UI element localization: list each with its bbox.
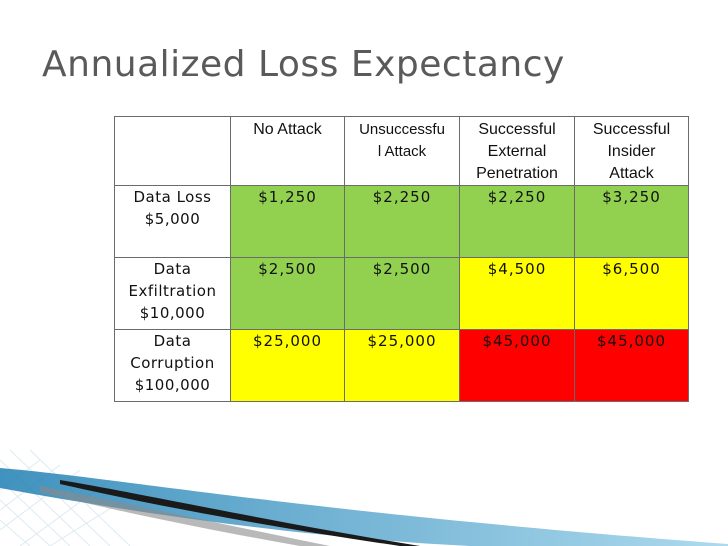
header-no-attack: No Attack [230,116,345,186]
table-row-data-corruption: Data Corruption $100,000 $25,000 $25,000… [114,329,689,402]
corner-cell [114,116,231,186]
table-cell: $1,250 [230,185,345,258]
header-row: No Attack Unsuccessfu l Attack Successfu… [114,116,689,186]
table-cell: $25,000 [230,329,345,402]
header-line: l Attack [377,143,427,160]
slide-title: Annualized Loss Expectancy [42,44,565,85]
table-cell: $2,250 [459,185,575,258]
table-cell: $4,500 [459,257,575,330]
row-label-line: $10,000 [139,304,206,322]
header-successful-insider: Successful Insider Attack [574,116,689,186]
table-cell: $25,000 [344,329,460,402]
row-label-line: Corruption [130,354,215,372]
table-cell: $3,250 [574,185,689,258]
row-label-line: $5,000 [144,210,201,228]
blue-swoosh-decoration [0,468,728,546]
header-successful-external: Successful External Penetration [459,116,575,186]
row-label-data-loss: Data Loss $5,000 [114,185,231,258]
table-row-data-loss: Data Loss $5,000 $1,250 $2,250 $2,250 $3… [114,185,689,258]
header-line: Insider [607,143,656,160]
dark-swoosh-decoration [60,480,420,546]
table-row-data-exfiltration: Data Exfiltration $10,000 $2,500 $2,500 … [114,257,689,330]
loss-expectancy-table: No Attack Unsuccessfu l Attack Successfu… [114,116,689,402]
row-label-data-exfiltration: Data Exfiltration $10,000 [114,257,231,330]
table-cell: $45,000 [459,329,575,402]
grey-swoosh-decoration [40,486,330,546]
header-no-attack-label: No Attack [253,121,322,138]
row-label-line: Data [153,260,192,278]
table-cell: $2,500 [230,257,345,330]
header-line: Attack [609,165,654,182]
table-cell: $2,500 [344,257,460,330]
row-label-line: Exfiltration [128,282,217,300]
header-line: Penetration [476,165,558,182]
row-label-line: $100,000 [134,376,211,394]
header-unsuccessful-attack: Unsuccessfu l Attack [344,116,460,186]
header-line: Successful [478,121,556,138]
table-cell: $2,250 [344,185,460,258]
table-cell: $45,000 [574,329,689,402]
row-label-line: Data [153,332,192,350]
header-line: External [487,143,547,160]
row-label-line: Data Loss [133,188,212,206]
header-line: Unsuccessfu [359,121,445,138]
row-label-data-corruption: Data Corruption $100,000 [114,329,231,402]
header-line: Successful [592,121,671,138]
table-cell: $6,500 [574,257,689,330]
slide-decoration [0,449,728,546]
